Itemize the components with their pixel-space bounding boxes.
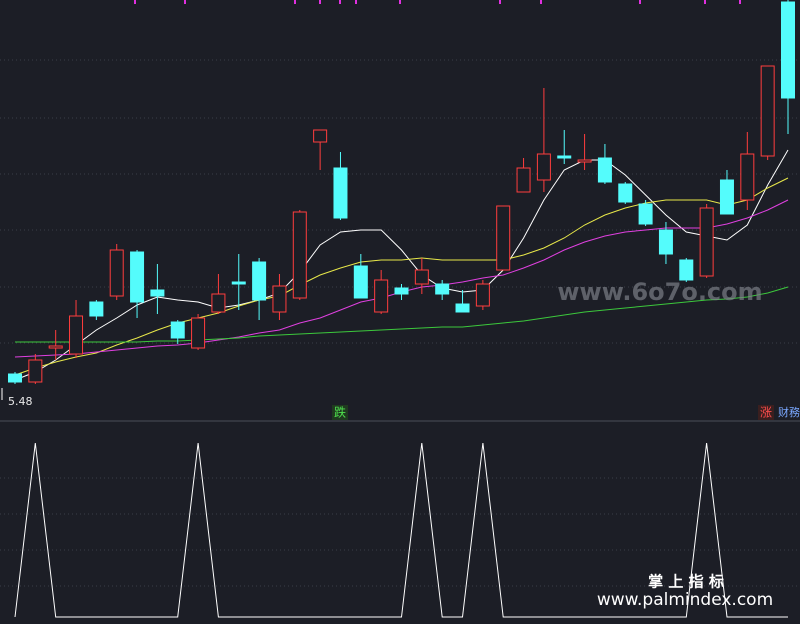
candle-body — [781, 1, 795, 99]
candle-body — [374, 279, 389, 313]
label-box — [758, 405, 774, 420]
candle-body — [170, 321, 185, 339]
candle-body — [211, 293, 226, 313]
candle-body — [577, 159, 592, 163]
label-box — [332, 405, 348, 420]
line-series — [14, 177, 789, 376]
candle-body — [48, 345, 63, 349]
watermark: www.6o7o.com — [557, 278, 762, 306]
watermark: www.palmindex.com — [597, 590, 773, 610]
candle-body — [89, 301, 104, 317]
line-series — [15, 286, 789, 343]
candle-body — [252, 261, 267, 301]
candle-body — [231, 281, 246, 285]
candle-body — [353, 265, 368, 299]
candle-body — [292, 211, 307, 299]
candle-body — [760, 65, 775, 157]
top-markers — [134, 0, 741, 4]
candle-body — [109, 249, 124, 297]
grid — [0, 0, 800, 587]
candle-body — [333, 167, 348, 219]
line-series — [14, 442, 788, 618]
candle-body — [658, 229, 673, 255]
candle-body — [496, 205, 511, 271]
candle-body — [150, 289, 165, 297]
candle-body — [8, 373, 22, 383]
candle-body — [699, 207, 714, 277]
candle-body — [130, 251, 145, 303]
candle-body — [638, 203, 653, 225]
candle-body — [191, 317, 206, 349]
candle-body — [740, 153, 755, 201]
candle-body — [394, 287, 409, 295]
low-label: 5.48 — [8, 395, 33, 408]
candle-body — [516, 167, 531, 193]
signal-label: 跌 — [334, 405, 346, 420]
candle-body — [536, 153, 551, 181]
finance-label: 财務 — [778, 405, 800, 419]
candle-body — [435, 283, 450, 295]
candle-body — [719, 179, 734, 215]
candle-body — [679, 259, 694, 281]
candle-body — [272, 285, 287, 313]
plot — [8, 0, 795, 618]
candle-body — [475, 283, 490, 307]
candle-body — [69, 315, 84, 355]
watermark: 掌 上 指 标 — [648, 573, 724, 591]
signal-label: 涨 — [760, 405, 772, 420]
candle-body — [557, 155, 572, 159]
candle-body — [618, 183, 633, 203]
candle-body — [455, 303, 470, 313]
candle-body — [414, 269, 429, 285]
candle-body — [28, 359, 43, 383]
candle-body — [597, 157, 612, 183]
candle-body — [313, 129, 328, 143]
